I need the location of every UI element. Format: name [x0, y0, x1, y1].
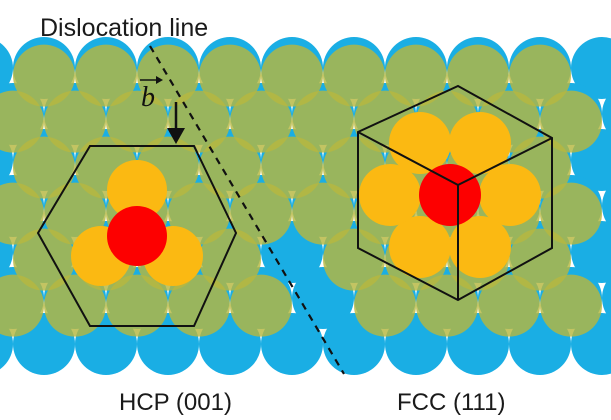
fcc-top-cluster	[359, 112, 541, 278]
middle-layer-atom	[106, 90, 168, 153]
hcp-center-atom	[107, 206, 167, 266]
burgers-vector-label: b	[140, 76, 163, 113]
middle-layer-atom	[199, 228, 261, 291]
burgers-vector-arrow	[167, 102, 185, 144]
hcp-top-atom	[107, 160, 167, 220]
middle-layer-atom	[137, 44, 199, 107]
fcc-cube-edge-top	[357, 131, 459, 186]
middle-layer-atom	[199, 136, 261, 199]
dislocation-line	[149, 45, 345, 375]
middle-layer-atom	[385, 44, 447, 107]
fcc-center-atom	[419, 164, 481, 226]
middle-layer-atom	[0, 274, 44, 337]
bottom-layer-atom	[602, 184, 611, 228]
hcp-hexagon-outline	[36, 145, 238, 327]
middle-layer-atom	[261, 136, 323, 199]
middle-layer-atom	[354, 274, 416, 337]
middle-atom-layer	[0, 44, 602, 337]
middle-layer-atom	[230, 90, 292, 153]
fcc-top-atom	[449, 112, 511, 174]
middle-layer-atom	[199, 44, 261, 107]
middle-layer-atom	[0, 182, 44, 245]
middle-layer-atom	[44, 90, 106, 153]
middle-layer-atom	[292, 90, 354, 153]
middle-layer-atom	[44, 274, 106, 337]
fcc-top-atom	[449, 216, 511, 278]
middle-layer-atom	[509, 44, 571, 107]
fcc-hexagon-outline	[357, 84, 553, 302]
middle-layer-atom	[168, 90, 230, 153]
middle-layer-atom	[168, 274, 230, 337]
middle-layer-atom	[540, 90, 602, 153]
fcc-top-atom	[389, 112, 451, 174]
fcc-label: FCC (111)	[397, 389, 505, 416]
middle-layer-atom	[447, 44, 509, 107]
bottom-layer-atom	[602, 276, 611, 320]
middle-layer-atom	[230, 274, 292, 337]
fcc-cube-edge-right	[457, 137, 553, 186]
fcc-top-atom	[359, 164, 421, 226]
middle-layer-atom	[292, 182, 354, 245]
bottom-layer-atom	[571, 37, 611, 99]
bottom-layer-atom	[602, 92, 611, 136]
middle-layer-atom	[106, 274, 168, 337]
dislocation-line-label: Dislocation line	[40, 14, 208, 42]
middle-layer-atom	[416, 274, 478, 337]
middle-layer-atom	[75, 44, 137, 107]
bottom-layer-atom	[0, 42, 13, 94]
middle-layer-atom	[540, 274, 602, 337]
middle-layer-atom	[13, 228, 75, 291]
middle-layer-atom	[323, 44, 385, 107]
hcp-label: HCP (001)	[119, 389, 232, 416]
middle-layer-atom	[261, 44, 323, 107]
middle-layer-atom	[478, 274, 540, 337]
hcp-top-cluster	[71, 160, 203, 286]
middle-layer-atom	[0, 90, 44, 153]
middle-layer-atom	[230, 182, 292, 245]
middle-layer-atom	[540, 182, 602, 245]
middle-layer-atom	[13, 136, 75, 199]
middle-layer-atom	[13, 44, 75, 107]
middle-layer-atom	[509, 228, 571, 291]
fcc-top-atom	[479, 164, 541, 226]
middle-layer-atom	[323, 228, 385, 291]
fcc-top-atom	[389, 216, 451, 278]
svg-text:b: b	[141, 82, 155, 113]
